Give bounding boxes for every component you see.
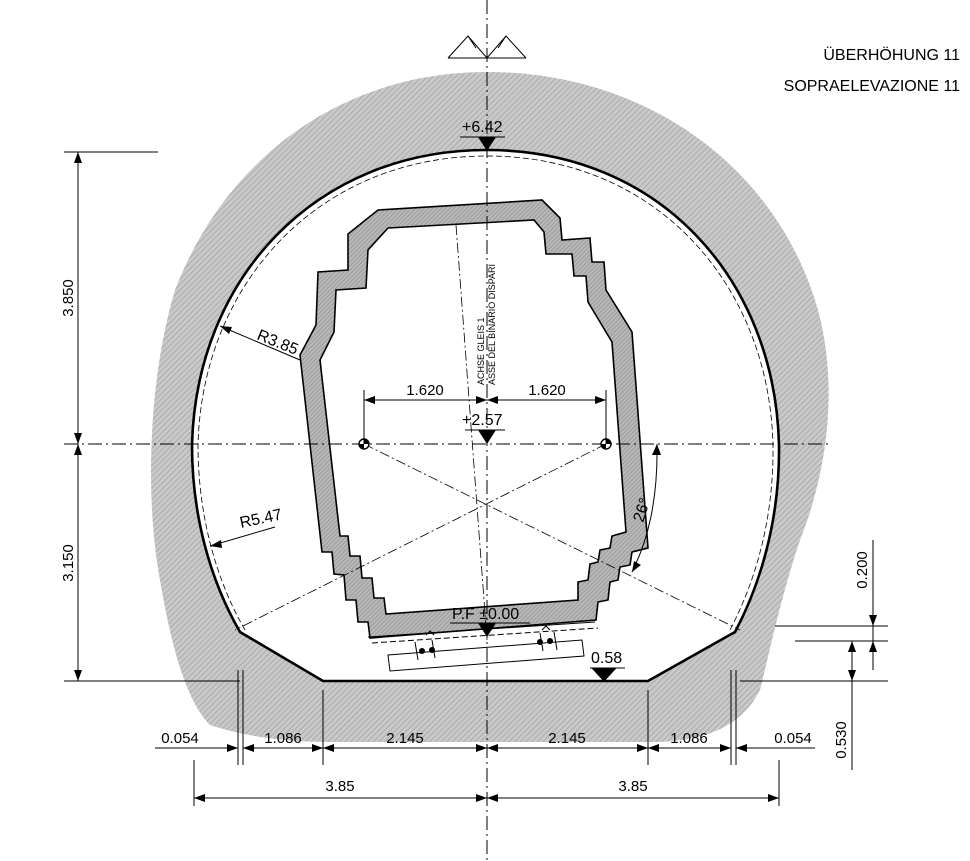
radius-lower-label: R5.47 — [238, 506, 283, 532]
level-marker-crown-icon — [478, 137, 496, 151]
dim-height-upper: 3.850 — [60, 279, 77, 317]
dim-half-width-left: 3.85 — [325, 778, 354, 795]
header-line-1: ÜBERHÖHUNG 11 — [823, 46, 960, 64]
radius-upper-leader — [219, 325, 301, 361]
dim-bottom-5: 1.086 — [670, 730, 708, 747]
header-line-2: SOPRAELEVAZIONE 11 — [784, 78, 960, 95]
radius-upper-label: R3.85 — [255, 327, 301, 359]
rock-lining-zone — [151, 72, 829, 742]
dim-right-small: 0.200 — [854, 551, 871, 589]
dim-bottom-6: 0.054 — [774, 730, 812, 747]
dim-bottom-3: 2.145 — [386, 730, 424, 747]
dim-bottom-1: 0.054 — [161, 730, 199, 747]
dim-half-width-right: 3.85 — [618, 778, 647, 795]
level-centre-label: +2.57 — [462, 412, 503, 429]
level-marker-rail-icon — [478, 623, 496, 637]
dim-centre-right: 1.620 — [528, 382, 566, 399]
survey-mark-symbol — [447, 35, 527, 59]
left-height-dimension — [64, 151, 240, 682]
dim-right-bottom: 0.530 — [833, 721, 850, 759]
angle-label: 26° — [631, 496, 655, 524]
vehicle-clearance-profile — [299, 199, 649, 639]
dim-bottom-4: 2.145 — [548, 730, 586, 747]
right-height-dimension — [740, 540, 888, 770]
tunnel-inner-outline — [190, 148, 781, 683]
radius-lower-leader — [209, 526, 276, 548]
angle-arc — [631, 443, 661, 573]
bottom-width-dimension — [155, 670, 815, 806]
diagonal-axis-1 — [363, 443, 741, 631]
track-axis-label-2: ASSE DEL BINARIO DISPARI — [487, 264, 497, 385]
level-marker-centre-icon — [478, 430, 496, 444]
dim-centre-left: 1.620 — [406, 382, 444, 399]
track-axis-label-1: ACHSE GLEIS 1 — [476, 317, 486, 385]
dim-bottom-2: 1.086 — [264, 730, 302, 747]
track-bed — [367, 621, 599, 672]
centre-width-dimension — [363, 390, 607, 444]
level-rail-label: P.F ±0.00 — [452, 606, 519, 623]
diagonal-axis-2 — [234, 443, 607, 631]
level-floor-label: 0.58 — [591, 650, 622, 667]
level-crown-label: +6.42 — [462, 119, 503, 136]
dim-height-lower: 3.150 — [60, 544, 77, 582]
level-marker-floor-icon — [590, 667, 618, 682]
track-axis-line — [455, 224, 488, 641]
